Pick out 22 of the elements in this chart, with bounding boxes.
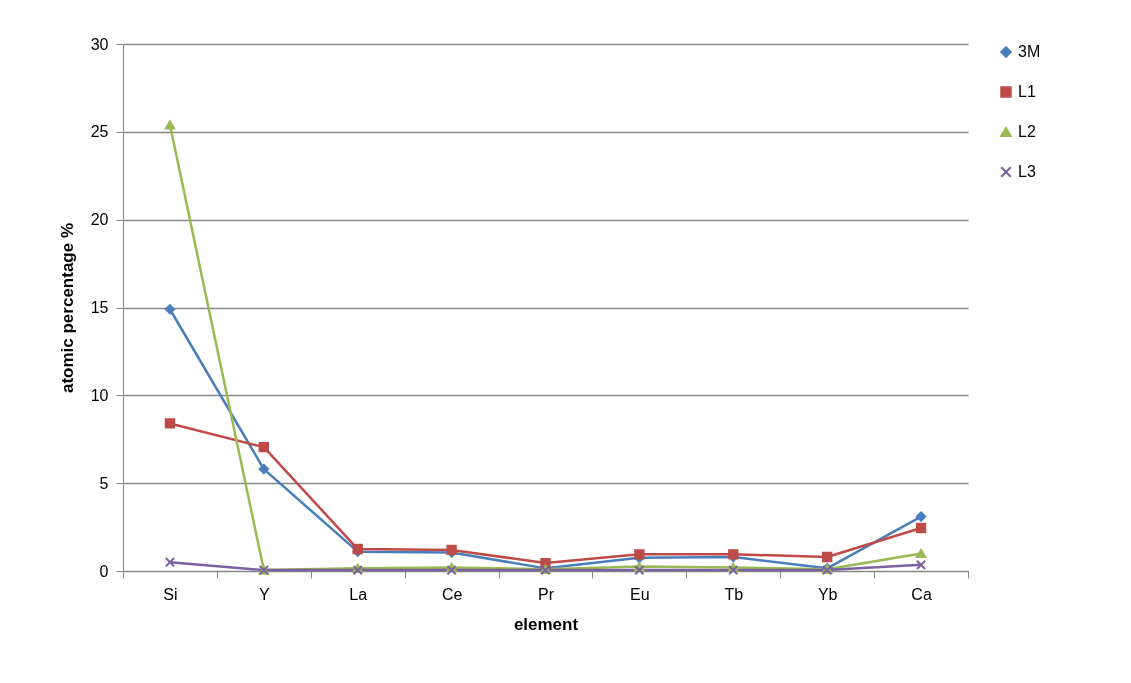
y-tick-label: 30: [90, 35, 109, 53]
y-axis-title: atomic percentage %: [57, 222, 77, 394]
x-tick-label: Ca: [911, 585, 932, 603]
x-tick-label: Y: [259, 585, 270, 603]
y-tick-label: 5: [99, 474, 109, 492]
y-tick-label: 25: [90, 123, 109, 141]
legend-label: 3M: [1018, 43, 1041, 60]
y-tick-label: 10: [90, 386, 109, 404]
y-tick-label: 15: [90, 299, 109, 316]
x-tick-label: La: [349, 585, 368, 603]
x-tick-label: Eu: [630, 585, 650, 603]
y-tick-label: 0: [99, 562, 109, 580]
y-tick-label: 20: [90, 211, 109, 229]
x-axis-title: element: [513, 614, 579, 634]
x-tick-label: Tb: [724, 585, 744, 603]
x-tick-label: Pr: [538, 585, 555, 603]
legend-label: L2: [1018, 123, 1036, 140]
legend-label: L1: [1018, 83, 1036, 100]
x-tick-label: Yb: [817, 585, 838, 603]
x-tick-label: Ce: [441, 585, 463, 603]
legend-label: L3: [1018, 163, 1036, 180]
x-tick-label: Si: [163, 585, 178, 603]
